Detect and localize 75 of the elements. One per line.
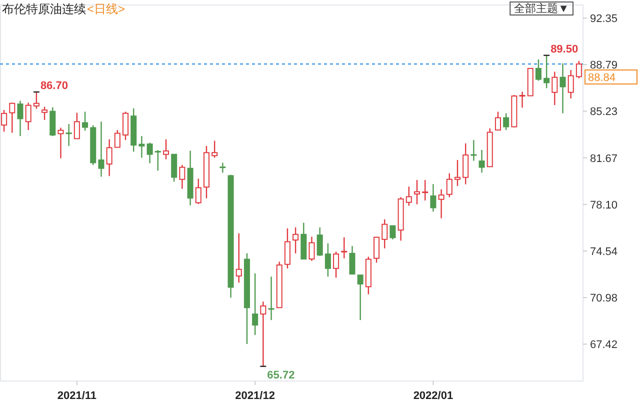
candlestick xyxy=(576,60,582,79)
y-tick-label: 88.79 xyxy=(590,60,618,72)
candlestick xyxy=(66,123,72,147)
candlestick xyxy=(74,112,80,140)
y-tick-label: 70.98 xyxy=(590,292,618,305)
x-tick-label: 2022/01 xyxy=(413,390,454,402)
candlestick xyxy=(478,149,485,174)
candlestick xyxy=(430,183,436,212)
candlestick xyxy=(374,236,380,264)
candlestick xyxy=(98,121,104,178)
candlestick xyxy=(519,91,526,108)
x-tick-label: 2021/12 xyxy=(235,390,275,402)
annotation: 86.70 xyxy=(40,80,68,92)
candlestick xyxy=(179,164,186,190)
control: 全部主题▼ xyxy=(510,2,574,16)
ref-line-label: 88.84 xyxy=(588,72,616,84)
candlestick xyxy=(50,106,56,137)
candlestick xyxy=(552,71,558,106)
candlestick xyxy=(357,274,364,321)
candlestick xyxy=(154,149,161,172)
candlestick xyxy=(382,218,388,249)
annotation: 65.72 xyxy=(267,369,295,382)
candlestick xyxy=(82,111,88,132)
candlestick xyxy=(438,188,444,219)
candlestick xyxy=(390,225,396,240)
candlestick xyxy=(9,102,16,134)
annotation: 89.50 xyxy=(550,43,578,56)
y-tick-label: 81.67 xyxy=(590,152,618,165)
candlestick xyxy=(422,179,428,202)
annotation: 全部主题▼ xyxy=(514,2,569,15)
candlestick xyxy=(454,159,461,187)
candlestick xyxy=(308,236,315,262)
candlestick xyxy=(494,111,501,131)
candlestick xyxy=(560,62,566,114)
candlestick xyxy=(252,272,258,336)
candlestick xyxy=(535,58,542,82)
candlestick xyxy=(414,179,420,205)
candlestick xyxy=(171,154,178,182)
candlestick xyxy=(333,251,340,278)
candlestick xyxy=(114,129,120,148)
y-tick-label: 78.10 xyxy=(590,199,618,212)
y-tick-label: 92.35 xyxy=(590,13,618,26)
y-tick-label: 67.42 xyxy=(590,339,618,352)
candlestick xyxy=(446,172,452,198)
candlestick xyxy=(316,226,323,257)
candlestick xyxy=(341,236,348,259)
candlestick xyxy=(195,178,202,205)
candlestick xyxy=(324,242,331,278)
candlestick xyxy=(284,228,290,269)
candlestick xyxy=(220,162,226,174)
candlestick xyxy=(462,142,469,185)
candlestick xyxy=(212,140,218,158)
candlestick xyxy=(25,102,32,131)
candlestick xyxy=(470,139,477,162)
candlestick xyxy=(42,106,48,121)
y-tick-label: 85.23 xyxy=(590,106,618,118)
candlestick xyxy=(349,245,356,275)
candlestick xyxy=(292,226,299,254)
candlestick xyxy=(503,112,510,131)
candlestick xyxy=(146,142,153,164)
candlestick xyxy=(122,111,129,141)
y-tick-label: 74.54 xyxy=(590,246,618,258)
candlestick xyxy=(58,127,64,159)
candlestick xyxy=(106,138,112,177)
x-tick-label: 2021/11 xyxy=(57,390,96,402)
candlestick xyxy=(1,109,8,132)
candlestick xyxy=(236,232,242,284)
candlestick xyxy=(268,276,274,321)
candlestick xyxy=(17,100,24,137)
candlestick xyxy=(568,69,574,99)
candlestick xyxy=(138,135,145,158)
chart-title: 布伦特原油连续 xyxy=(2,2,86,16)
candlestick xyxy=(162,138,170,160)
chart-subtitle: <日线> xyxy=(87,2,126,16)
candlestick xyxy=(406,186,412,206)
